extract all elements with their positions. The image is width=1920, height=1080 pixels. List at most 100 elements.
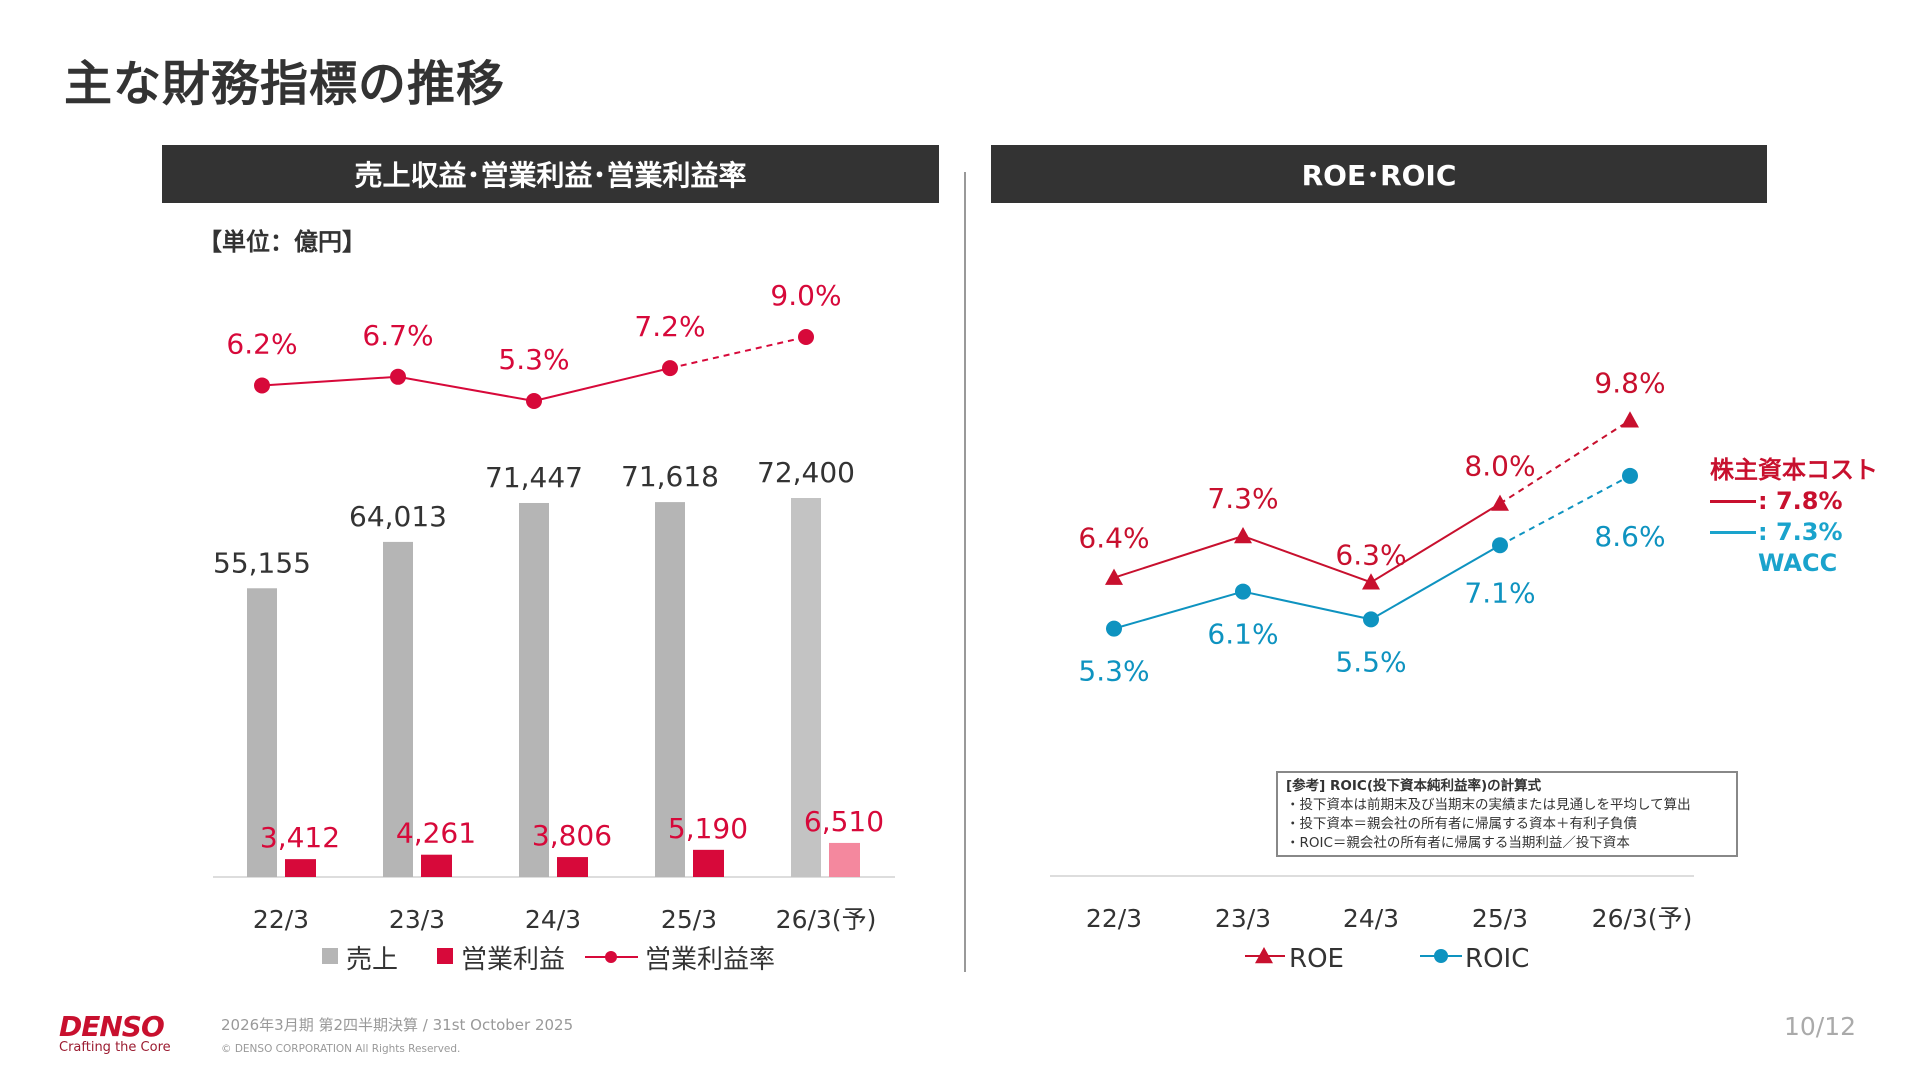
roe-label: 6.3%: [1335, 538, 1406, 571]
label-operating-income: 3,806: [532, 819, 612, 852]
roic-point: [1492, 537, 1508, 554]
label-margin: 9.0%: [770, 279, 841, 312]
note-line: ・投下資本＝親会社の所有者に帰属する資本＋有利子負債: [1286, 816, 1637, 832]
panel-divider: [964, 172, 966, 972]
right-panel-header: ROE･ROIC: [991, 145, 1767, 203]
label-sales: 72,400: [757, 456, 855, 489]
roic-line-segment: [1499, 474, 1631, 547]
label-sales: 55,155: [213, 546, 311, 579]
logo-text: DENSO: [59, 1010, 165, 1043]
bar-operating-income: [829, 842, 860, 877]
legend-operating-income-label: 営業利益: [461, 945, 565, 975]
roe-label: 8.0%: [1464, 450, 1535, 483]
label-operating-income: 4,261: [396, 817, 476, 850]
roe-point: [1621, 411, 1639, 428]
x-tick-label: 22/3: [1086, 904, 1142, 933]
roe-line-segment: [1113, 535, 1244, 579]
note-line: ・投下資本は前期末及び当期末の実績または見通しを平均して算出: [1286, 797, 1691, 813]
margin-point: [254, 377, 270, 394]
label-margin: 6.2%: [226, 327, 297, 360]
denso-logo: DENSO Crafting the Core: [59, 1010, 171, 1055]
roic-point: [1235, 583, 1251, 600]
cost-equity-value: : 7.8%: [1758, 487, 1843, 515]
margin-point: [526, 393, 542, 410]
legend-sales-label: 売上: [346, 945, 398, 975]
roe-point: [1234, 527, 1252, 544]
label-operating-income: 3,412: [260, 821, 340, 854]
roe-line-segment: [1370, 502, 1501, 584]
bar-operating-income: [693, 849, 724, 877]
bar-sales: [655, 502, 685, 877]
margin-point: [662, 360, 678, 377]
page-title: 主な財務指標の推移: [64, 56, 506, 112]
margin-point: [798, 329, 814, 345]
x-tick-label: 25/3: [1472, 904, 1528, 933]
roic-line-segment: [1242, 590, 1372, 621]
roic-point: [1106, 620, 1122, 637]
roic-label: 7.1%: [1464, 576, 1535, 609]
wacc-value: : 7.3%: [1758, 518, 1843, 546]
margin-line-segment: [397, 375, 535, 402]
roic-label: 8.6%: [1594, 520, 1665, 553]
label-operating-income: 6,510: [804, 805, 884, 838]
legend-roic-marker: [1434, 949, 1448, 963]
bar-sales: [519, 502, 549, 877]
legend-margin-marker: [605, 951, 617, 963]
footer-copyright: © DENSO CORPORATION All Rights Reserved.: [221, 1043, 461, 1055]
x-tick-label: 22/3: [253, 905, 309, 934]
margin-line-segment: [669, 336, 807, 370]
roic-line-segment: [1113, 590, 1244, 630]
roe-label: 7.3%: [1207, 482, 1278, 515]
page-number: 10/12: [1784, 1012, 1857, 1041]
unit-label: 【単位：億円】: [198, 228, 366, 256]
roe-point: [1491, 494, 1509, 511]
bar-sales: [383, 541, 413, 877]
x-tick-label: 23/3: [389, 905, 445, 934]
margin-line-segment: [533, 367, 671, 402]
roe-point: [1105, 568, 1123, 585]
legend-operating-income-swatch: [437, 948, 453, 964]
roic-line-segment: [1370, 544, 1501, 621]
roic-label: 6.1%: [1207, 618, 1278, 651]
legend-roic-label: ROIC: [1465, 944, 1529, 974]
legend-margin-label: 営業利益率: [645, 945, 775, 975]
bar-operating-income: [421, 854, 452, 877]
left-panel-header: 売上収益･営業利益･営業利益率: [162, 145, 939, 203]
roe-label: 6.4%: [1078, 522, 1149, 555]
margin-point: [390, 368, 406, 385]
legend-roe-label: ROE: [1289, 944, 1344, 974]
note-line: ・ROIC＝親会社の所有者に帰属する当期利益／投下資本: [1286, 835, 1630, 851]
label-operating-income: 5,190: [668, 812, 748, 845]
wacc-label: WACC: [1758, 549, 1838, 577]
bar-sales: [791, 498, 821, 877]
legend-sales-swatch: [322, 948, 338, 964]
label-sales: 71,618: [621, 460, 719, 493]
cost-of-capital-annotation: 株主資本コスト : 7.8% : 7.3% WACC: [1710, 455, 1878, 579]
roe-point: [1362, 573, 1380, 590]
roic-label: 5.5%: [1335, 645, 1406, 678]
label-margin: 6.7%: [362, 319, 433, 352]
x-tick-label: 24/3: [1343, 904, 1399, 933]
label-sales: 64,013: [349, 500, 447, 533]
wacc-line: [1710, 531, 1756, 534]
label-margin: 5.3%: [498, 343, 569, 376]
roe-line-segment: [1242, 535, 1372, 584]
x-tick-label: 26/3(予): [776, 905, 877, 934]
x-tick-label: 25/3: [661, 905, 717, 934]
x-tick-label: 24/3: [525, 905, 581, 934]
bar-sales: [247, 588, 277, 877]
footer-period: 2026年3月期 第2四半期決算 / 31st October 2025: [221, 1016, 574, 1034]
roe-line-segment: [1499, 419, 1631, 505]
logo-tagline: Crafting the Core: [59, 1040, 171, 1055]
note-heading: [参考] ROIC(投下資本純利益率)の計算式: [1286, 778, 1542, 794]
roic-point: [1622, 467, 1638, 484]
cost-equity-line: [1710, 500, 1756, 503]
bar-operating-income: [285, 859, 316, 877]
roic-label: 5.3%: [1078, 655, 1149, 688]
cost-title: 株主資本コスト: [1710, 456, 1878, 484]
wacc-row: : 7.3%: [1710, 517, 1878, 548]
x-tick-label: 26/3(予): [1592, 904, 1693, 933]
roic-formula-note: [参考] ROIC(投下資本純利益率)の計算式 ・投下資本は前期末及び当期末の実…: [1276, 771, 1738, 857]
x-tick-label: 23/3: [1215, 904, 1271, 933]
